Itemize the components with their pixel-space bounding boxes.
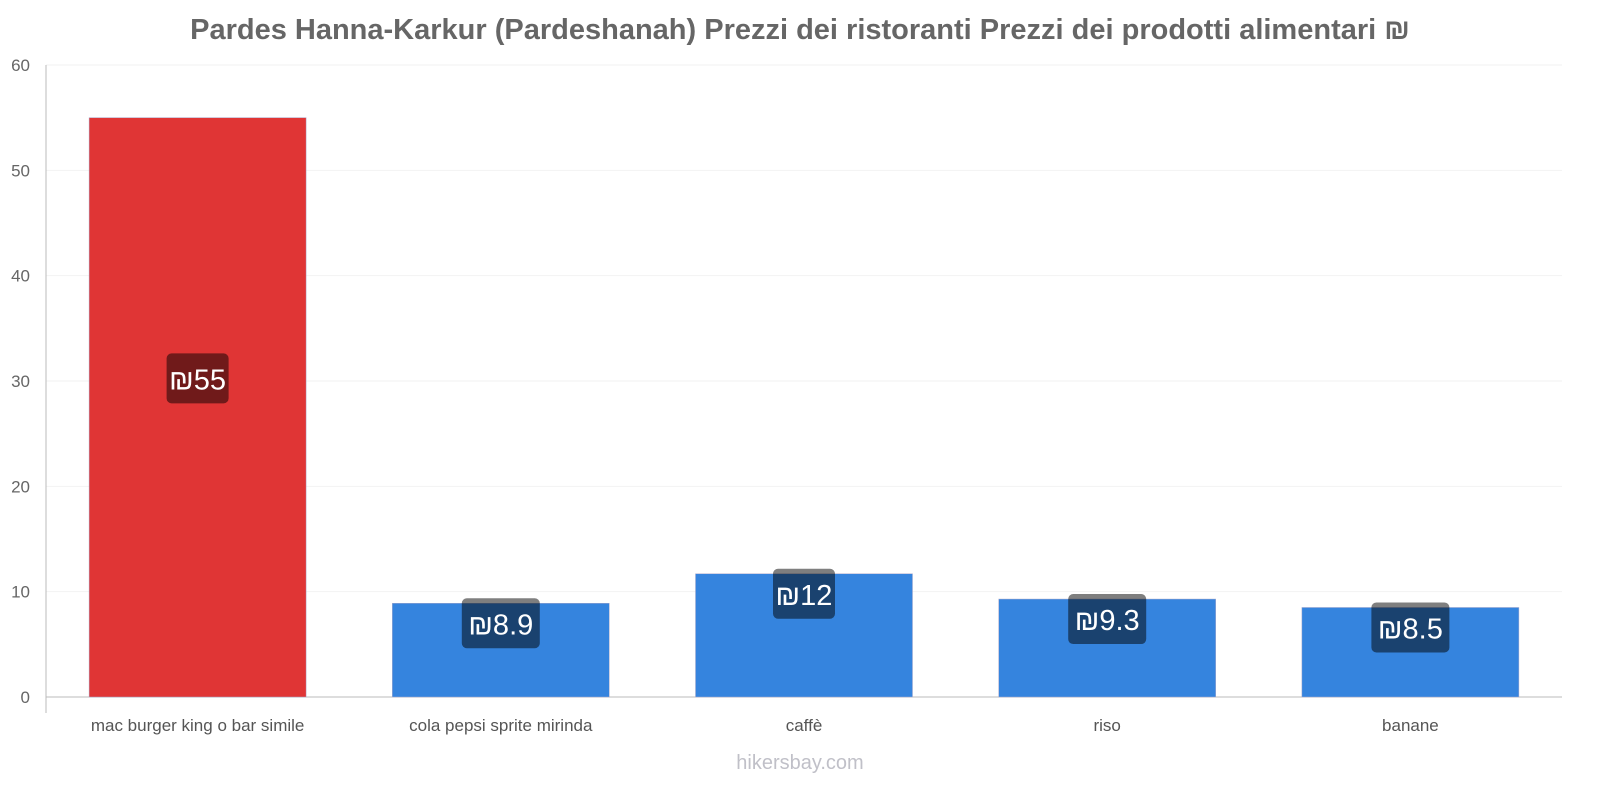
value-label: ₪12 [776, 580, 833, 612]
y-tick-label: 30 [11, 372, 30, 391]
chart-title: Pardes Hanna-Karkur (Pardeshanah) Prezzi… [190, 14, 1410, 46]
x-tick-label: banane [1382, 716, 1439, 735]
x-tick-label: mac burger king o bar simile [91, 716, 305, 735]
value-label-box [461, 598, 540, 649]
x-tick-label: riso [1093, 716, 1120, 735]
y-tick-label: 40 [11, 267, 30, 286]
value-label: ₪9.3 [1075, 605, 1140, 637]
y-tick-label: 10 [11, 583, 30, 602]
value-label-box [166, 353, 229, 404]
footer-watermark[interactable]: hikersbay.com [736, 752, 864, 774]
value-label-box [1068, 594, 1147, 645]
value-label: ₪55 [169, 364, 226, 396]
y-tick-label: 20 [11, 477, 30, 496]
bar [88, 117, 307, 698]
y-tick-label: 50 [11, 161, 30, 180]
x-tick-label: cola pepsi sprite mirinda [409, 716, 593, 735]
value-label: ₪8.9 [468, 609, 533, 641]
y-tick-label: 60 [11, 56, 30, 75]
value-label-box [773, 568, 835, 619]
value-label-box [1371, 602, 1450, 653]
y-tick-label: 0 [21, 688, 30, 707]
x-tick-label: caffè [786, 716, 823, 735]
value-label: ₪8.5 [1378, 613, 1443, 645]
